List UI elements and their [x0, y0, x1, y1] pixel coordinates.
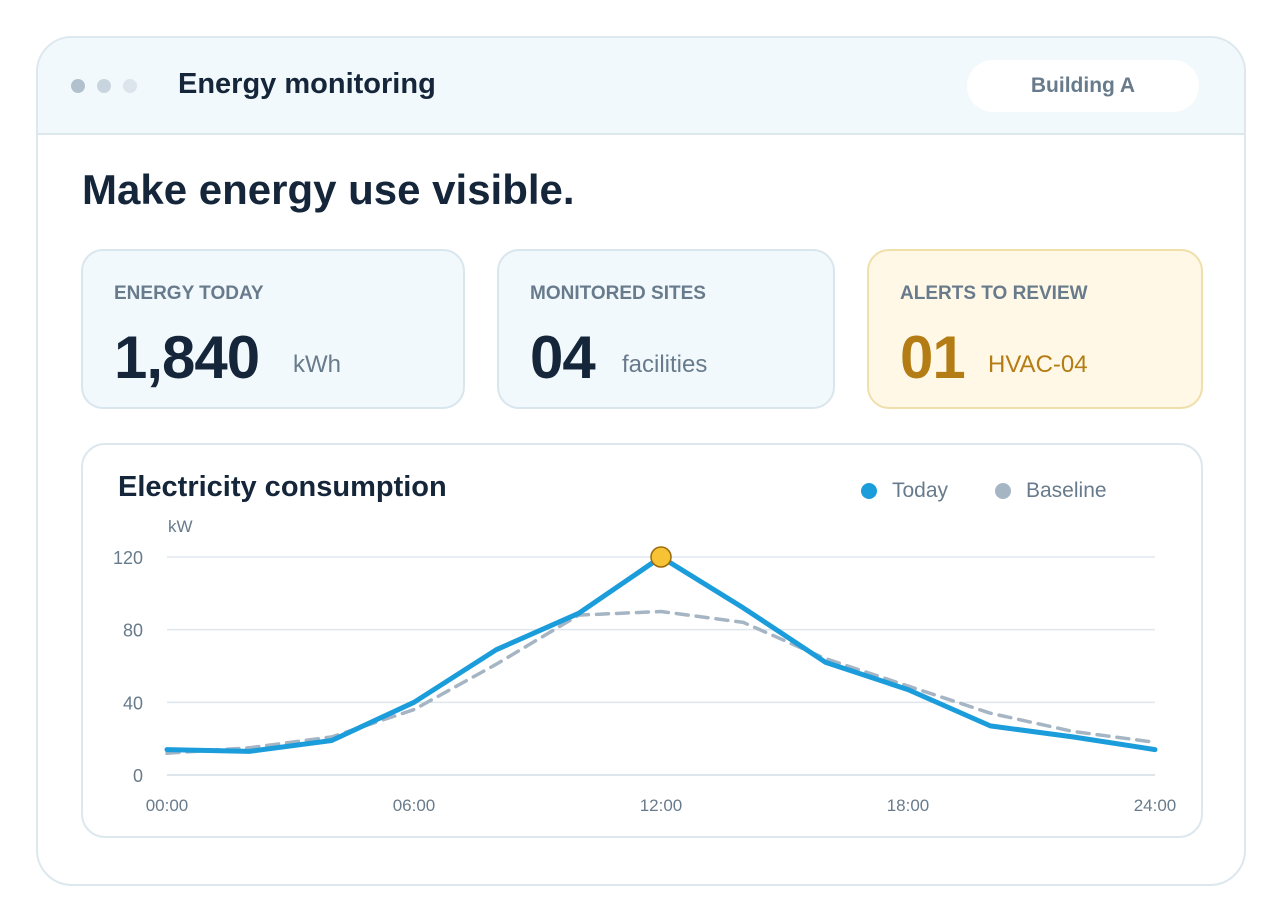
app-window: Energy monitoring Building A Make energy…: [36, 36, 1246, 886]
kpi-label: ENERGY TODAY: [114, 283, 264, 304]
app-title: Energy monitoring: [178, 68, 436, 100]
series-line-baseline: [165, 609, 1157, 755]
kpi-value: 01: [900, 324, 966, 391]
building-selector[interactable]: Building A: [967, 60, 1199, 112]
x-tick-label: 06:00: [393, 796, 436, 815]
kpi-value: 1,840: [114, 324, 260, 391]
x-tick-label: 24:00: [1134, 796, 1177, 815]
window-control-dot[interactable]: [97, 79, 111, 93]
peak-marker: [650, 546, 672, 568]
y-axis-unit-label: kW: [168, 517, 193, 536]
consumption-chart-card: 0 40 80 120 kW 00:00 06:00 12:00 18:00 24:00 Elec…: [81, 443, 1203, 838]
x-tick-label: 18:00: [887, 796, 930, 815]
y-tick-label: 0: [133, 766, 143, 786]
page-headline: Make energy use visible.: [82, 166, 575, 213]
alerts-card[interactable]: ALERTS TO REVIEW 01 HVAC-04: [867, 249, 1203, 409]
x-tick-label: 00:00: [146, 796, 189, 815]
monitored-sites-card: MONITORED SITES 04 facilities: [497, 249, 835, 409]
chart-title: Electricity consumption: [118, 471, 447, 503]
window-control-dot[interactable]: [123, 79, 137, 93]
legend-swatch-today: [861, 483, 877, 499]
alert-source-tag: HVAC-04: [988, 351, 1088, 378]
y-tick-label: 80: [123, 621, 143, 641]
kpi-label: MONITORED SITES: [530, 283, 706, 304]
kpi-value: 04: [530, 324, 596, 391]
title-bar: Energy monitoring Building A: [38, 38, 1244, 135]
y-tick-label: 40: [123, 693, 143, 713]
legend-today[interactable]: Today: [861, 479, 948, 503]
kpi-unit: facilities: [622, 351, 708, 378]
legend-baseline[interactable]: Baseline: [995, 479, 1107, 503]
legend-label: Today: [892, 479, 949, 502]
kpi-unit: kWh: [293, 351, 341, 378]
consumption-chart: 0 40 80 120 kW 00:00 06:00 12:00 18:00 24:00: [113, 517, 1177, 815]
y-tick-label: 120: [113, 548, 143, 568]
x-tick-label: 12:00: [640, 796, 683, 815]
legend-label: Baseline: [1026, 479, 1107, 502]
energy-today-card: ENERGY TODAY 1,840 kWh: [81, 249, 465, 409]
legend-swatch-baseline: [995, 483, 1011, 499]
kpi-label: ALERTS TO REVIEW: [900, 283, 1088, 304]
series-line-today: [164, 554, 1158, 754]
window-control-dot[interactable]: [71, 79, 85, 93]
